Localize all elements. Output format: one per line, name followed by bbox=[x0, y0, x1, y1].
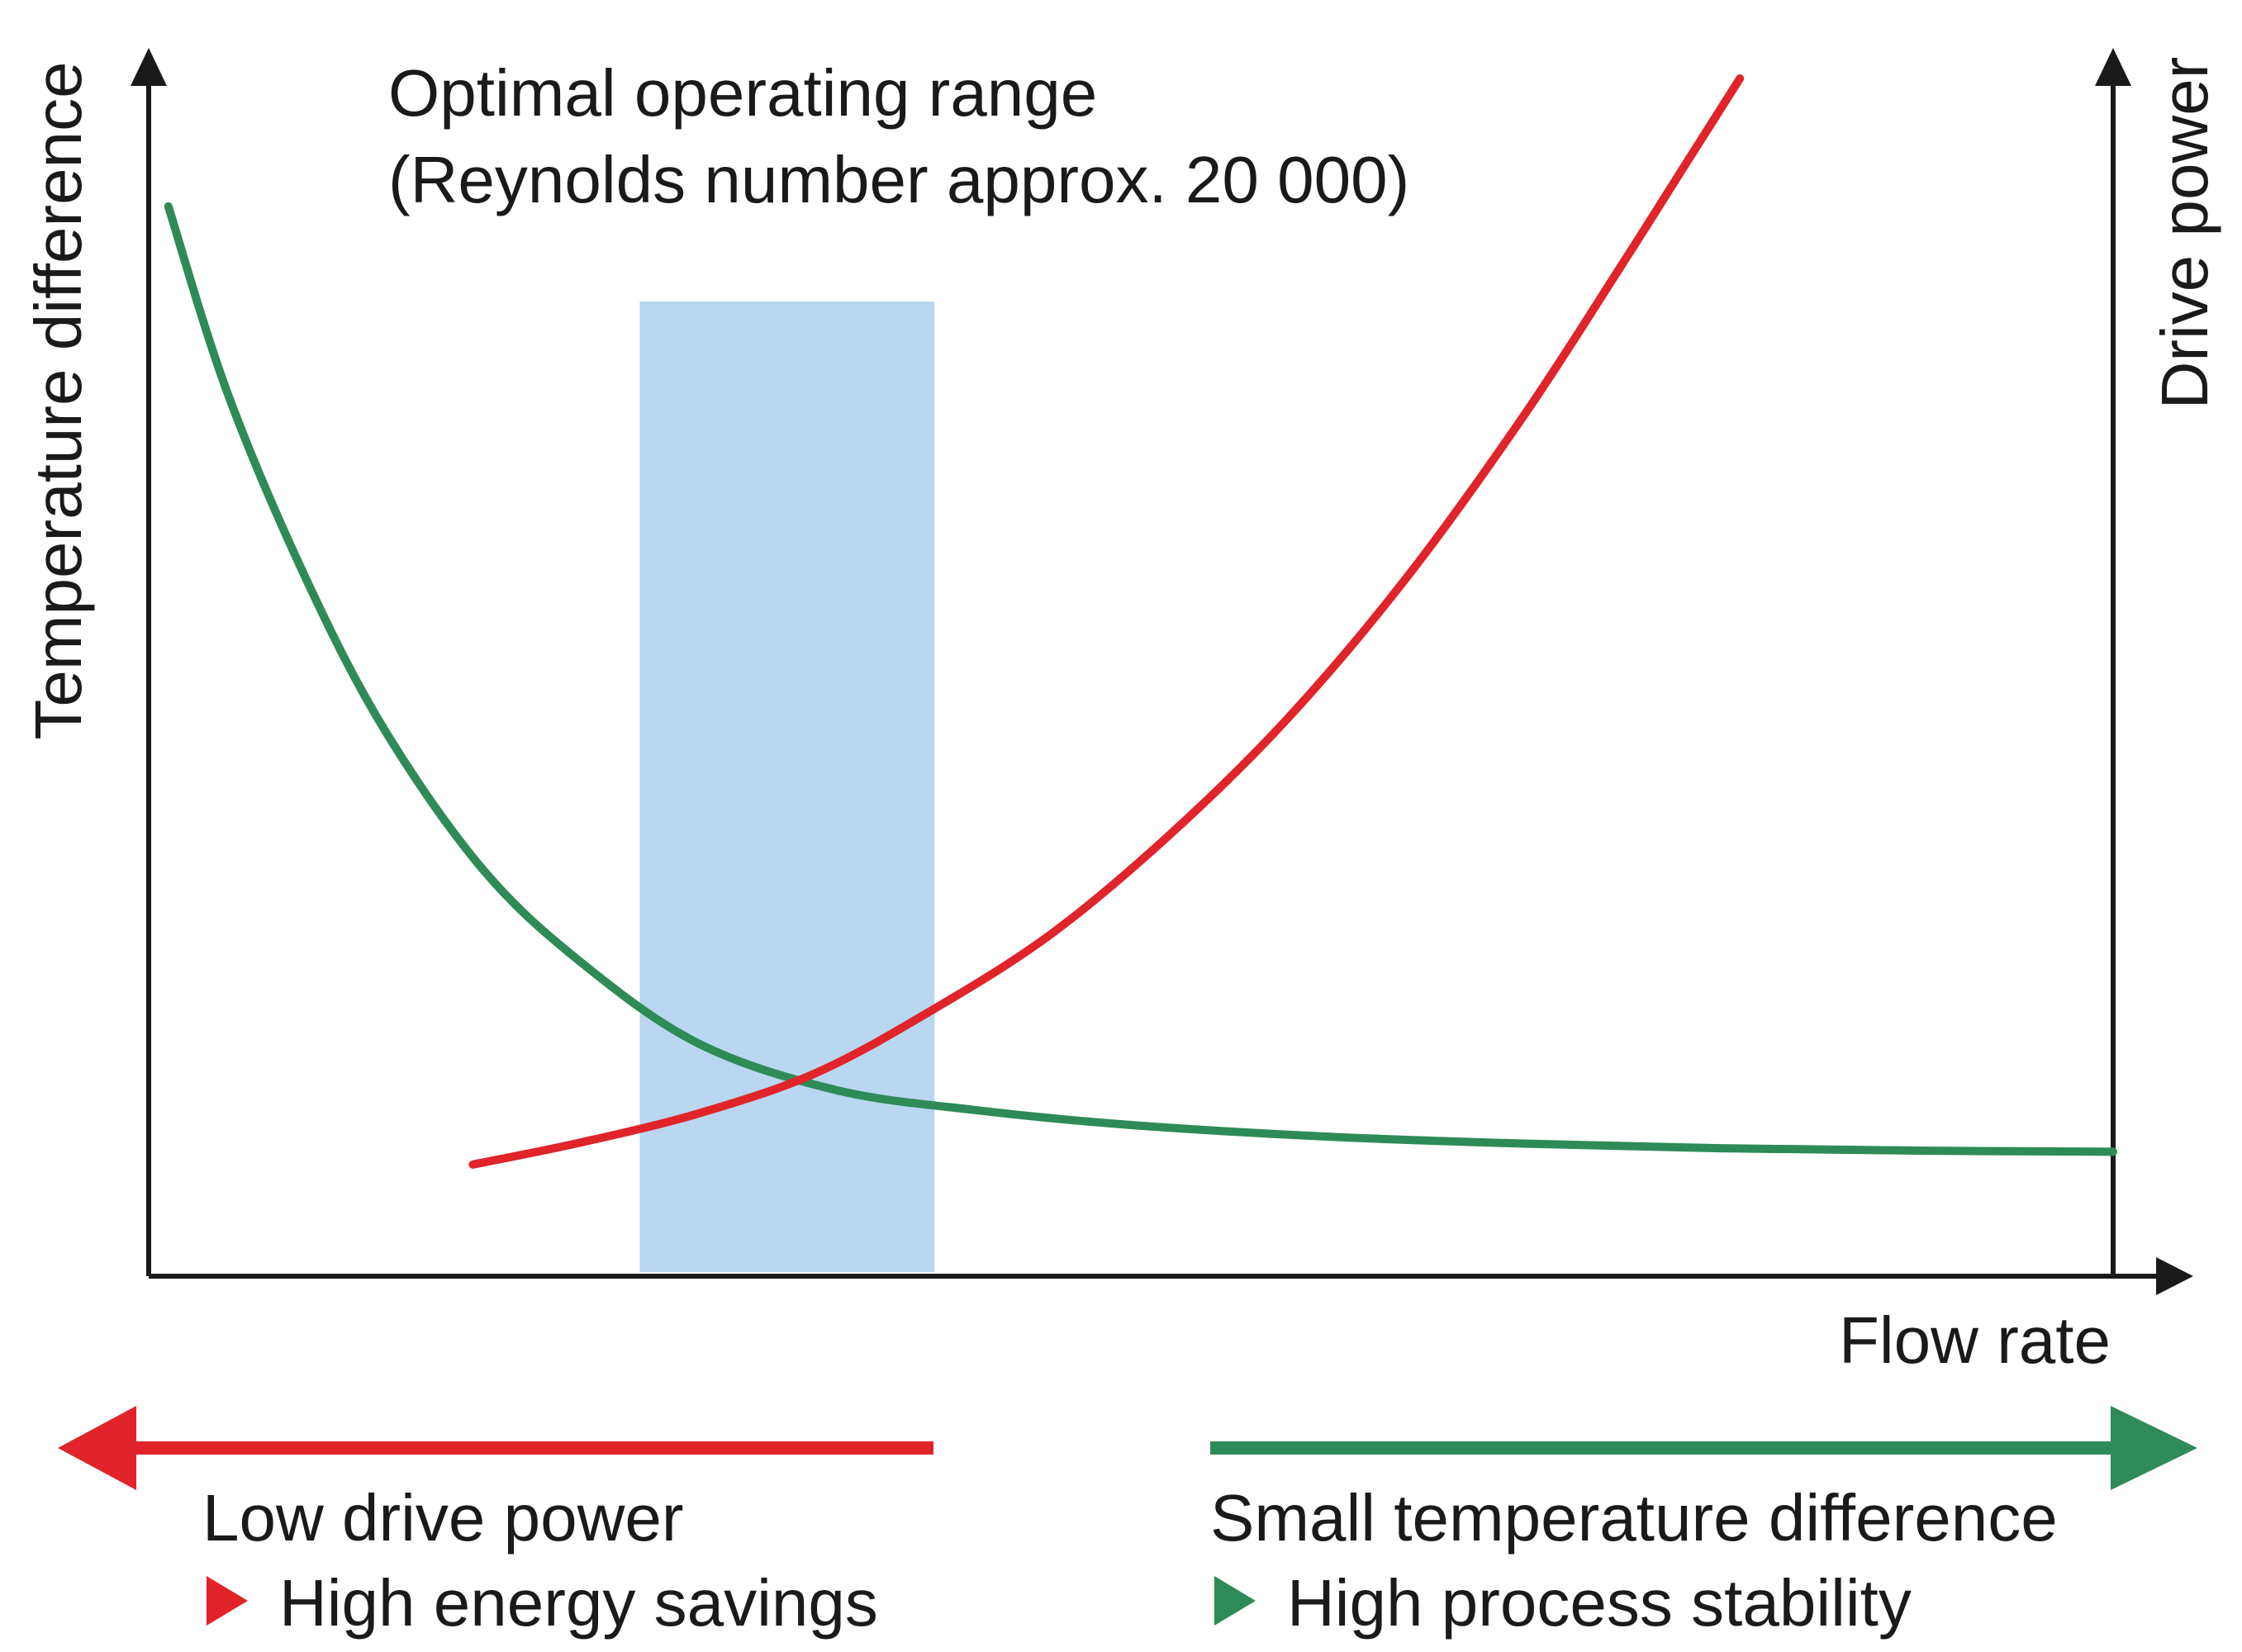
footer-right-bullet-icon bbox=[1214, 1576, 1256, 1626]
x-axis-title: Flow rate bbox=[1839, 1303, 2111, 1377]
right-y-axis-arrowhead bbox=[2095, 48, 2131, 86]
footer-left-line2: High energy savings bbox=[279, 1566, 878, 1640]
footer-left-bullet-icon bbox=[207, 1576, 248, 1626]
right-arrow-shaft bbox=[1210, 1441, 2127, 1455]
right-arrowhead bbox=[2111, 1406, 2197, 1490]
footer-left-line1: Low drive power bbox=[202, 1481, 684, 1555]
temperature-difference-curve bbox=[164, 202, 2117, 1156]
low-drive-power-indicator: Low drive power High energy savings bbox=[58, 1406, 933, 1640]
left-arrowhead bbox=[58, 1406, 136, 1490]
footer-right-line1: Small temperature difference bbox=[1210, 1481, 2058, 1555]
drive-power-curve bbox=[468, 74, 1745, 1169]
optimal-range-band bbox=[639, 301, 935, 1272]
left-y-axis-arrowhead bbox=[131, 48, 167, 86]
annotation-line1: Optimal operating range bbox=[388, 56, 1097, 130]
annotation-line2: (Reynolds number approx. 20 000) bbox=[388, 143, 1409, 216]
y-axis-right-title: Drive power bbox=[2148, 57, 2221, 410]
y-axis-left-title: Temperature difference bbox=[21, 61, 95, 739]
small-temperature-difference-indicator: Small temperature difference High proces… bbox=[1210, 1406, 2197, 1640]
x-axis-arrowhead bbox=[2156, 1257, 2193, 1295]
left-arrow-shaft bbox=[116, 1441, 933, 1455]
footer-right-line2: High process stability bbox=[1287, 1566, 1912, 1640]
